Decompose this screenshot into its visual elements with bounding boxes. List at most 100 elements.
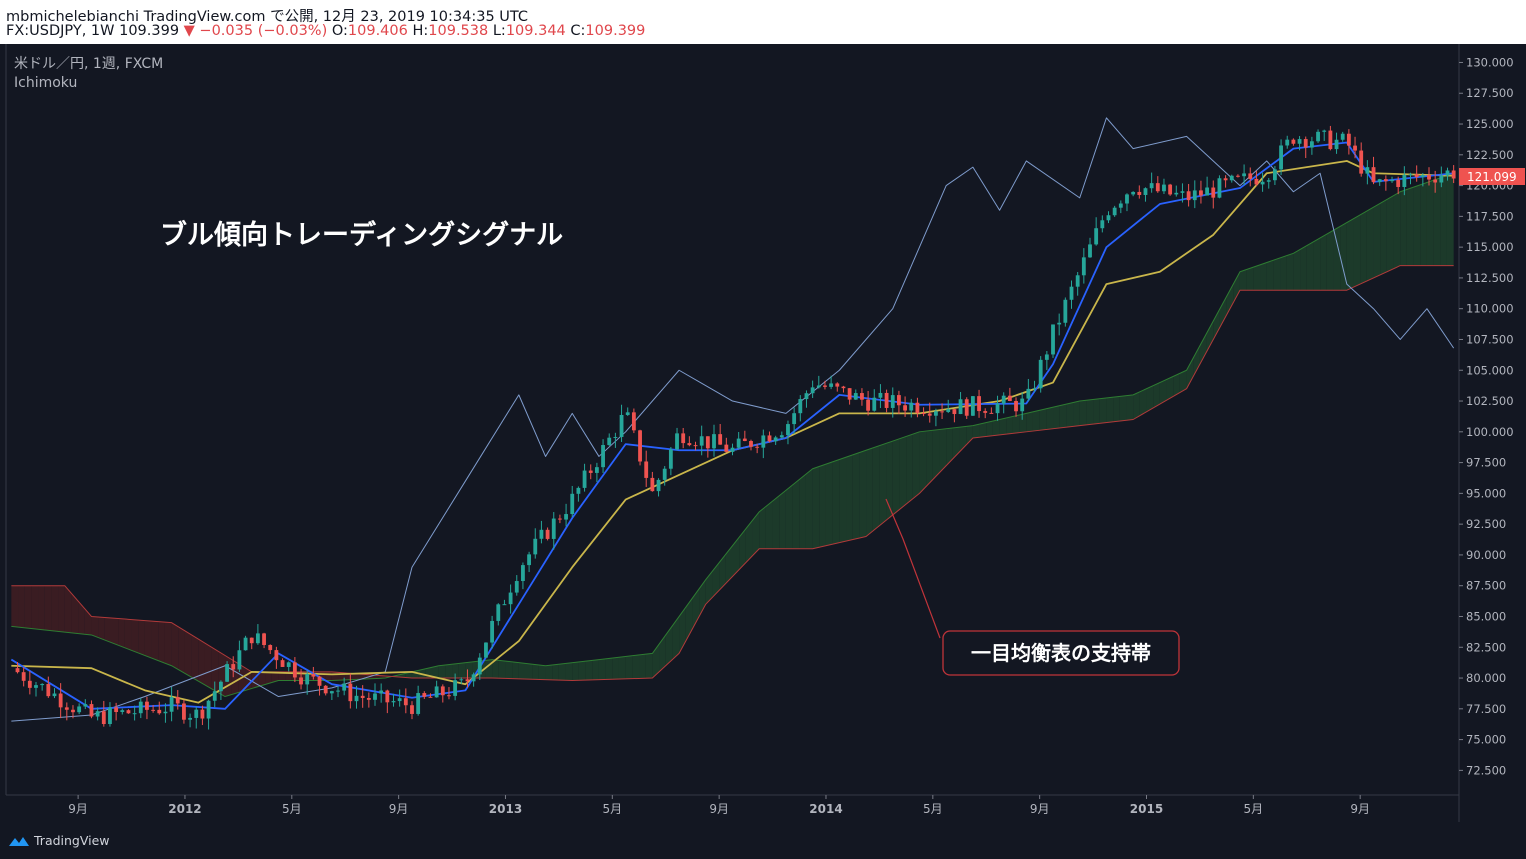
- candle: [391, 693, 396, 707]
- cloud-segment: [625, 655, 633, 679]
- candle-body: [280, 660, 285, 667]
- cloud-segment: [832, 459, 840, 545]
- candle-body: [175, 697, 180, 704]
- candle: [1334, 132, 1339, 154]
- candle-body: [545, 529, 550, 539]
- tradingview-brand[interactable]: TradingView: [34, 833, 110, 848]
- cloud-segment: [512, 661, 519, 679]
- candle-body: [200, 709, 205, 719]
- candle: [354, 685, 359, 709]
- candle: [1414, 165, 1419, 182]
- cloud-segment: [618, 656, 626, 680]
- cloud-segment: [1360, 210, 1367, 285]
- candle: [890, 387, 895, 418]
- candle-body: [206, 700, 211, 719]
- candle-body: [83, 704, 88, 707]
- candle-body: [453, 680, 458, 696]
- candle-body: [940, 411, 944, 413]
- cloud-segment: [866, 447, 873, 537]
- candle-body: [1155, 183, 1160, 192]
- cloud-segment: [84, 608, 92, 635]
- candle-body: [1180, 191, 1185, 193]
- cloud-segment: [1326, 230, 1334, 291]
- candle-body: [798, 399, 803, 414]
- candle: [138, 698, 143, 719]
- candle-body: [354, 695, 359, 702]
- candle: [1032, 380, 1037, 393]
- candle: [1174, 185, 1179, 197]
- candle-body: [274, 650, 279, 661]
- candle: [564, 503, 568, 527]
- cloud-segment: [31, 585, 39, 630]
- candle-body: [120, 710, 125, 713]
- cloud-segment: [1246, 267, 1254, 291]
- time-tick-label: 5月: [282, 802, 302, 816]
- candle-body: [194, 709, 199, 718]
- cloud-segment: [11, 585, 19, 628]
- candle-body: [847, 388, 852, 400]
- candle-body: [1205, 187, 1210, 196]
- candle-body: [163, 711, 168, 714]
- candle-body: [921, 413, 926, 415]
- cloud-segment: [58, 585, 65, 633]
- cloud-segment: [538, 664, 546, 680]
- cloud-segment: [1159, 379, 1167, 405]
- candle: [933, 408, 938, 427]
- candle-body: [712, 434, 716, 449]
- candle: [755, 443, 760, 454]
- price-tick-label: 87.500: [1466, 579, 1506, 593]
- candle-body: [1328, 130, 1333, 150]
- cloud-segment: [558, 663, 566, 681]
- candle: [206, 699, 211, 730]
- candle: [1309, 136, 1314, 155]
- cloud-segment: [772, 495, 780, 549]
- cloud-segment: [1133, 391, 1140, 420]
- candle: [27, 671, 32, 695]
- candle-body: [1020, 398, 1025, 412]
- candle-body: [1260, 181, 1265, 185]
- price-tick-label: 100.000: [1466, 425, 1514, 439]
- candle: [126, 709, 131, 714]
- candle: [1433, 170, 1438, 193]
- candle-body: [594, 467, 599, 473]
- candle: [601, 439, 605, 473]
- candle-body: [1007, 395, 1012, 401]
- candle: [1260, 172, 1265, 192]
- price-tick-label: 122.500: [1466, 148, 1514, 162]
- cloud-segment: [271, 671, 279, 683]
- cloud-segment: [852, 452, 860, 540]
- price-chart[interactable]: 130.000127.500125.000122.500120.000117.5…: [0, 44, 1526, 822]
- candle: [1297, 136, 1302, 151]
- candle: [292, 657, 297, 683]
- cloud-segment: [131, 619, 139, 653]
- cloud-segment: [331, 671, 339, 681]
- cloud-segment: [151, 621, 159, 661]
- time-tick-label: 9月: [709, 802, 729, 816]
- callout-box: [942, 630, 1180, 676]
- candle-body: [915, 402, 920, 414]
- candle: [1402, 166, 1407, 196]
- symbol-label[interactable]: FX:USDJPY, 1W: [6, 23, 115, 39]
- candle: [570, 485, 575, 518]
- price-axis[interactable]: 130.000127.500125.000122.500120.000117.5…: [1459, 55, 1514, 777]
- candle-body: [970, 396, 975, 416]
- candle: [194, 706, 199, 729]
- candle-body: [860, 393, 864, 400]
- candle: [1365, 160, 1370, 185]
- candle: [625, 407, 630, 416]
- cloud-segment: [164, 622, 172, 666]
- candle: [638, 429, 642, 466]
- candle-body: [1236, 175, 1240, 177]
- candle-body: [909, 402, 914, 411]
- candle-body: [656, 479, 661, 492]
- price-tick-label: 92.500: [1466, 517, 1506, 531]
- cloud-segment: [1253, 264, 1261, 291]
- candle-body: [1334, 139, 1339, 150]
- time-axis[interactable]: 9月 2012 5月 9月 2013 5月 9月 2014 5月 9月 2015 5月 9月: [68, 795, 1370, 816]
- candle: [1223, 175, 1228, 188]
- cloud-segment: [258, 671, 266, 687]
- candle-body: [804, 393, 809, 400]
- candle: [1420, 172, 1425, 187]
- candle-body: [1118, 203, 1123, 208]
- candle: [1168, 183, 1173, 196]
